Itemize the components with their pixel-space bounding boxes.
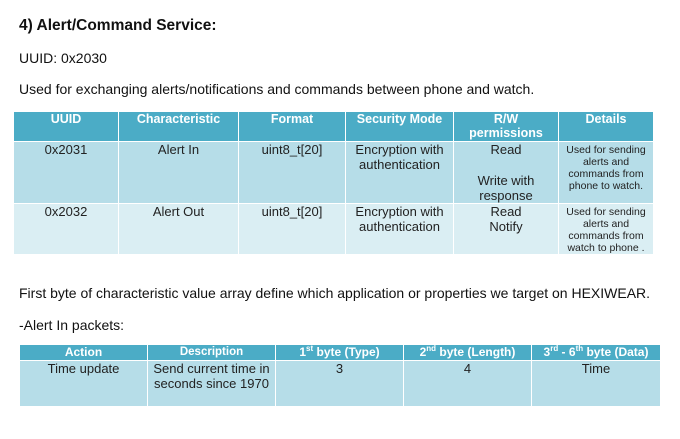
header-byte3-6: 3rd - 6th byte (Data) [531,344,661,361]
alert-in-packets-table: Action Description 1st byte (Type) 2nd b… [19,344,661,407]
cell-details: Used for sending alerts and commands fro… [558,141,654,204]
alert-in-label: -Alert In packets: [19,317,125,333]
cell-details: Used for sending alerts and commands fro… [558,203,654,255]
cell-uuid: 0x2032 [13,203,119,255]
rw-read: Read [490,204,522,219]
byte1-sup: st [306,344,314,353]
byte3-text: - 6 [558,345,576,359]
table-row: Time update Send current time in seconds… [19,360,661,407]
cell-rw: Read Write with response [453,141,559,204]
header-uuid: UUID [13,111,119,142]
header-description: Description [147,344,276,361]
header-byte1: 1st byte (Type) [275,344,404,361]
table-header-row: Action Description 1st byte (Type) 2nd b… [19,344,661,361]
service-description: Used for exchanging alerts/notifications… [19,81,535,97]
cell-data: Time [531,360,661,407]
rw-write: Write with response [477,173,535,203]
rw-read: Read [490,142,522,157]
table-row: 0x2031 Alert In uint8_t[20] Encryption w… [13,141,654,204]
characteristics-table: UUID Characteristic Format Security Mode… [13,111,654,255]
uuid-line: UUID: 0x2030 [19,50,107,66]
cell-format: uint8_t[20] [238,203,346,255]
byte3-sup: rd [550,344,559,353]
cell-security: Encryption with authentication [345,141,454,204]
cell-format: uint8_t[20] [238,141,346,204]
section-heading: 4) Alert/Command Service: [19,17,217,34]
cell-security: Encryption with authentication [345,203,454,255]
byte2-sup: nd [426,344,437,353]
byte6-text: byte (Data) [583,345,649,359]
byte6-sup: th [575,344,584,353]
header-format: Format [238,111,346,142]
cell-rw: Read Notify [453,203,559,255]
byte1-num: 1 [299,345,307,359]
header-rw-permissions: R/W permissions [453,111,559,142]
byte2-num: 2 [419,345,427,359]
header-characteristic: Characteristic [118,111,239,142]
byte3-num: 3 [543,345,551,359]
cell-length: 4 [403,360,532,407]
table-row: 0x2032 Alert Out uint8_t[20] Encryption … [13,203,654,255]
header-action: Action [19,344,148,361]
header-details: Details [558,111,654,142]
header-byte2: 2nd byte (Length) [403,344,532,361]
cell-characteristic: Alert In [118,141,239,204]
table-header-row: UUID Characteristic Format Security Mode… [13,111,654,142]
cell-action: Time update [19,360,148,407]
header-security-mode: Security Mode [345,111,454,142]
rw-notify: Notify [489,219,523,234]
byte2-text: byte (Length) [436,345,516,359]
cell-type: 3 [275,360,404,407]
cell-uuid: 0x2031 [13,141,119,204]
byte1-text: byte (Type) [313,345,380,359]
cell-description: Send current time in seconds since 1970 [147,360,276,407]
first-byte-note: First byte of characteristic value array… [19,285,651,301]
cell-characteristic: Alert Out [118,203,239,255]
